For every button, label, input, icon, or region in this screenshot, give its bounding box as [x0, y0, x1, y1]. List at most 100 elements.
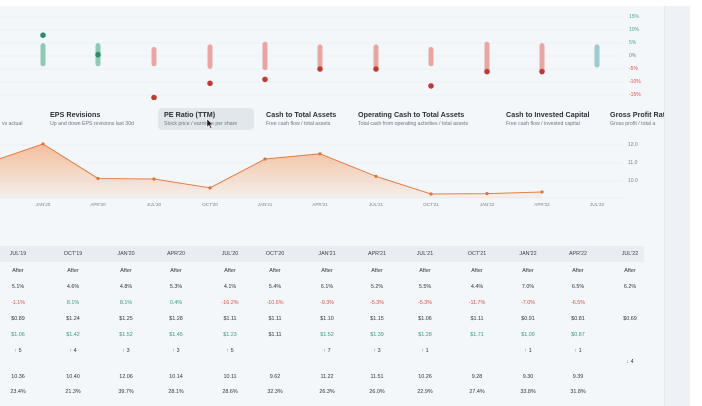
arrow-down-icon: ↓	[626, 359, 631, 365]
eps-actual-cell: $1.52	[320, 332, 334, 338]
eps-actual-cell: $1.23	[223, 332, 237, 338]
pe-ratio-cell: 10.14	[169, 374, 183, 380]
percent-cell: 5.4%	[268, 284, 282, 290]
metric-subtitle: Up and down EPS revisions last 30d	[50, 121, 134, 127]
column-header: OCT'21	[467, 251, 487, 257]
column-header: JUL'21	[416, 251, 434, 257]
revisions-up-cell: ↑ 5	[0, 348, 38, 354]
metric-card-cash-to-total-assets[interactable]: Cash to Total Assets Free cash flow / to…	[260, 108, 342, 130]
area-fill	[0, 143, 542, 198]
data-point	[318, 152, 322, 156]
y-axis-tick-label: 10.0	[628, 178, 638, 184]
y-axis-tick-label: 5%	[629, 40, 637, 46]
pe-ratio-area-chart	[0, 135, 664, 210]
eps-estimate-cell: $0.81	[571, 316, 585, 322]
report-timing-cell: After	[67, 268, 79, 274]
revisions-up-cell: ↑ 3	[106, 348, 146, 354]
cash-ratio-cell: 28.6%	[222, 389, 238, 395]
actual-dot	[539, 68, 545, 75]
data-point	[208, 186, 212, 190]
metric-subtitle: Stock price / earnings per share	[164, 121, 238, 127]
percent-cell: 7.0%	[521, 284, 535, 290]
revision-count: 3	[176, 348, 180, 354]
cash-ratio-cell: 27.4%	[469, 389, 485, 395]
revision-count: 5	[230, 348, 234, 354]
pe-ratio-cell: 11.22	[320, 374, 334, 380]
scrollbar-track[interactable]	[664, 6, 690, 406]
percent-cell: 6.2%	[623, 284, 637, 290]
report-timing-cell: After	[371, 268, 383, 274]
surprise-cell: -11.7%	[468, 300, 486, 306]
cash-ratio-cell: 32.3%	[267, 389, 283, 395]
column-header: JUL'22	[621, 251, 639, 257]
data-point	[374, 174, 378, 178]
metric-subtitle: Gross profit / total a	[610, 121, 656, 127]
percent-cell: 5.3%	[169, 284, 183, 290]
report-timing-cell: After	[624, 268, 636, 274]
eps-actual-cell: $0.87	[571, 332, 585, 338]
eps-estimate-cell: $0.91	[521, 316, 535, 322]
eps-actual-cell: $1.52	[119, 332, 133, 338]
revisions-up-cell: ↑ 4	[53, 348, 93, 354]
column-header: JUL'19	[9, 251, 27, 257]
arrow-up-icon: ↑	[421, 348, 426, 354]
x-axis-tick-label: JAN'21	[257, 202, 273, 207]
column-header: JUL'20	[221, 251, 239, 257]
surprise-cell: -7.0%	[520, 300, 536, 306]
actual-dot	[484, 68, 490, 75]
metric-title: Cash to Invested Capital	[506, 110, 590, 119]
column-header: APR'22	[568, 251, 588, 257]
report-timing-cell: After	[572, 268, 584, 274]
revision-count: 3	[377, 348, 381, 354]
metric-card-eps-actual[interactable]: vs actual	[0, 108, 28, 130]
eps-estimate-cell: $1.15	[370, 316, 384, 322]
surprise-cell: -9.3%	[319, 300, 335, 306]
actual-dot	[207, 80, 213, 87]
revisions-up-cell: ↑ 5	[210, 348, 250, 354]
x-axis-tick-label: JAN'20	[35, 202, 51, 207]
actual-dot	[428, 83, 434, 89]
x-axis-tick-label: JUL'20	[146, 202, 162, 207]
pe-ratio-cell: 10.11	[223, 374, 237, 380]
metric-subtitle: Free cash flow / total assets	[266, 121, 331, 127]
revisions-up-cell: ↑ 7	[307, 348, 347, 354]
metric-card-gross-profit-ratio[interactable]: Gross Profit Ratio Gross profit / total …	[604, 108, 664, 130]
actual-dot	[151, 94, 157, 100]
surprise-cell: -5.3%	[417, 300, 433, 306]
surprise-cell: 8.1%	[119, 300, 133, 306]
revisions-up-cell: ↑ 1	[405, 348, 445, 354]
revision-count: 5	[18, 348, 22, 354]
percent-cell: 5.5%	[418, 284, 432, 290]
eps-actual-cell: $1.28	[418, 332, 432, 338]
percent-cell: 4.4%	[470, 284, 484, 290]
eps-estimate-cell: $1.24	[66, 316, 80, 322]
eps-actual-cell: $1.45	[169, 332, 183, 338]
column-header: OCT'19	[63, 251, 83, 257]
revisions-down-cell: ↓ 4	[610, 359, 650, 365]
cash-ratio-cell: 39.7%	[118, 389, 134, 395]
revision-count: 3	[126, 348, 130, 354]
x-axis-tick-label: APR'20	[90, 202, 106, 207]
arrow-up-icon: ↑	[69, 348, 74, 354]
data-point	[485, 192, 489, 196]
metric-card-pe-ratio[interactable]: PE Ratio (TTM) Stock price / earnings pe…	[158, 108, 254, 130]
column-header: APR'21	[367, 251, 387, 257]
eps-estimate-cell: $1.11	[268, 316, 282, 322]
surprise-cell: -16.2%	[221, 300, 239, 306]
x-axis-tick-label: APR'21	[312, 202, 328, 207]
metric-card-operating-cash[interactable]: Operating Cash to Total Assets Total cas…	[352, 108, 474, 130]
eps-actual-cell: $1.06	[11, 332, 25, 338]
metric-card-cash-to-invested-capital[interactable]: Cash to Invested Capital Free cash flow …	[500, 108, 595, 130]
surprise-cell: -1.1%	[10, 300, 26, 306]
arrow-up-icon: ↑	[122, 348, 127, 354]
actual-dot	[373, 66, 379, 72]
metric-card-eps-revisions[interactable]: EPS Revisions Up and down EPS revisions …	[44, 108, 140, 130]
revision-count: 7	[327, 348, 331, 354]
actual-dot	[95, 51, 101, 58]
data-point	[263, 157, 267, 161]
column-header: OCT'20	[265, 251, 285, 257]
eps-actual-cell: $1.09	[521, 332, 535, 338]
pe-ratio-cell: 10.26	[418, 374, 432, 380]
data-point	[41, 142, 45, 146]
